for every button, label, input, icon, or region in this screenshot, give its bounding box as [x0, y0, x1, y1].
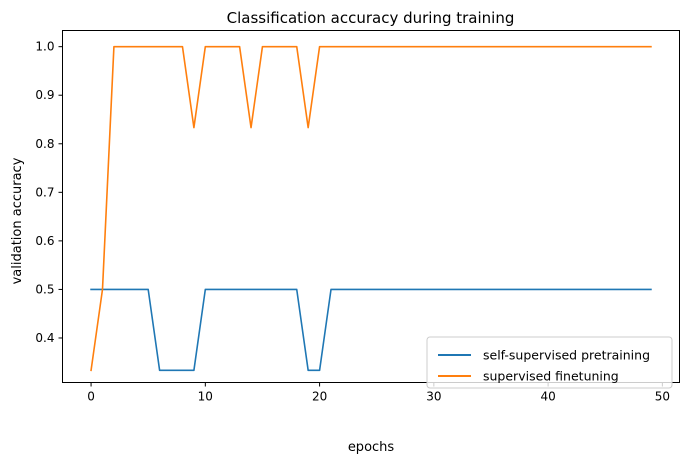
y-tick-label: 0.6 — [35, 234, 54, 248]
chart-title: Classification accuracy during training — [227, 9, 515, 27]
y-tick-label: 0.9 — [35, 88, 54, 102]
y-tick-label: 0.4 — [35, 331, 54, 345]
y-tick-label: 0.8 — [35, 137, 54, 151]
series-line-self-supervised-pretraining — [90, 288, 652, 372]
legend: self-supervised pretraining supervised f… — [426, 336, 673, 389]
series-layer — [90, 45, 652, 372]
y-axis-label: validation accuracy — [10, 157, 25, 284]
x-tick-label: 30 — [426, 390, 441, 404]
x-tick-label: 20 — [312, 390, 327, 404]
legend-label-supervised: supervised finetuning — [483, 369, 619, 384]
x-tick-label: 50 — [655, 390, 670, 404]
series-line-supervised-finetuning — [90, 45, 652, 372]
y-tick-label: 0.7 — [35, 185, 54, 199]
legend-label-self-supervised: self-supervised pretraining — [483, 348, 650, 363]
ticks-layer: 0 10 20 30 40 50 0.4 0.5 0.6 0.7 0.8 0.9 1.0 — [35, 40, 670, 404]
y-tick-label: 0.5 — [35, 282, 54, 296]
legend-box — [426, 336, 673, 389]
x-tick-label: 40 — [540, 390, 555, 404]
plot-area-frame — [62, 30, 680, 383]
x-axis-label: epochs — [348, 440, 395, 455]
y-tick-label: 1.0 — [35, 40, 54, 54]
x-tick-label: 10 — [198, 390, 213, 404]
x-tick-label: 0 — [87, 390, 95, 404]
